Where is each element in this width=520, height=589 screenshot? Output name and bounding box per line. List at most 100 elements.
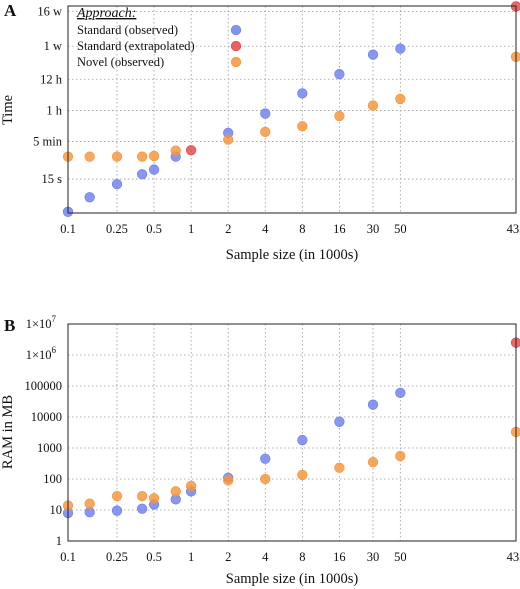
panel-a-point-novel-observed [170, 145, 181, 156]
panel-a-grid [67, 6, 517, 213]
panel-a-x-tick-label: 30 [367, 222, 380, 236]
panel-b-y-tick-label: 10 [50, 503, 63, 517]
panel-a-point-novel-observed [223, 134, 234, 145]
panel-b-x-tick-label: 0.5 [146, 550, 162, 564]
panel-a-x-ticks: 0.1 0.25 0.5 1 2 4 8 16 30 50 435 [60, 222, 520, 236]
panel-b-point-standard-observed [367, 399, 379, 410]
panel-a-time-chart: A 0.1 0.25 0.5 1 2 4 8 16 30 50 435 15 s 5 min 1 h 12… [0, 1, 520, 263]
panel-a-y-tick-label: 1 h [46, 103, 62, 117]
panel-a-point-standard-observed [334, 69, 345, 80]
panel-a-point-novel-observed [334, 110, 345, 122]
panel-b-point-novel-observed [260, 473, 271, 485]
panel-b-y-tick-label: 1×106 [26, 345, 57, 362]
panel-b-x-ticks: 0.1 0.25 0.5 1 2 4 8 16 30 50 435 [60, 550, 520, 564]
panel-a-x-tick-label: 4 [262, 222, 269, 236]
legend-label-novel-observed: Novel (observed) [77, 55, 164, 69]
panel-a-point-standard-observed [260, 108, 271, 119]
panel-b-point-novel-observed [395, 450, 406, 462]
legend-label-standard-observed: Standard (observed) [77, 23, 178, 37]
legend-label-standard-extrapolated: Standard (extrapolated) [77, 39, 195, 53]
panel-b-x-tick-label: 30 [367, 550, 380, 564]
panel-a-point-standard-observed [395, 43, 406, 54]
panel-b-x-tick-label: 435 [507, 550, 520, 564]
legend-marker-standard-extrapolated [230, 40, 242, 52]
panel-b-point-novel-observed [111, 490, 123, 502]
panel-b-y-tick-label: 100000 [25, 379, 63, 393]
panel-a-y-tick-label: 15 s [42, 172, 63, 186]
panel-a-x-tick-label: 1 [188, 222, 194, 236]
panel-a-letter: A [4, 1, 17, 20]
panel-b-x-tick-label: 1 [188, 550, 194, 564]
legend-title: Approach: [76, 6, 136, 21]
panel-b-point-novel-observed [136, 490, 148, 502]
panel-a-point-standard-observed [111, 179, 123, 190]
panel-b-point-standard-observed [260, 453, 271, 464]
panel-b-grid [67, 323, 517, 542]
panel-b-points [62, 337, 520, 519]
panel-a-y-tick-label: 12 h [40, 72, 63, 86]
panel-b-point-novel-observed [223, 475, 234, 486]
panel-a-x-axis-label: Sample size (in 1000s) [226, 247, 359, 263]
legend-marker-novel-observed [230, 56, 242, 68]
panel-b-point-novel-observed [148, 493, 160, 504]
panel-b-point-standard-observed [297, 434, 308, 446]
panel-b-plot-frame [67, 323, 517, 542]
panel-b-point-novel-observed [170, 486, 181, 497]
panel-b-point-novel-observed [185, 480, 197, 492]
panel-b-point-standard-observed [136, 503, 148, 514]
panel-b-point-novel-observed [367, 456, 379, 468]
panel-b-point-standard-observed [111, 505, 123, 516]
panel-a-point-standard-observed [136, 169, 148, 180]
panel-a-y-tick-label: 16 w [37, 4, 62, 18]
panel-b-y-tick-label: 1 [56, 534, 62, 548]
panel-b-y-tick-label: 1000 [37, 441, 62, 455]
panel-a-x-tick-label: 16 [333, 222, 346, 236]
panel-a-point-standard-observed [84, 192, 95, 203]
legend-marker-standard-observed [230, 24, 242, 36]
panel-a-x-tick-label: 0.25 [106, 222, 128, 236]
panel-a-x-tick-label: 2 [225, 222, 231, 236]
panel-b-y-tick-label: 10000 [31, 410, 62, 424]
panel-b-y-axis-label: RAM in MB [0, 395, 16, 469]
panel-b-x-tick-label: 0.1 [60, 550, 76, 564]
panel-a-y-tick-label: 1 w [44, 39, 62, 53]
panel-a-point-novel-observed [260, 126, 271, 138]
panel-a-point-standard-observed [367, 49, 379, 60]
panel-b-x-tick-label: 8 [299, 550, 305, 564]
panel-b-point-novel-observed [334, 462, 345, 473]
panel-a-point-standard-extrapolated [185, 145, 197, 156]
panel-b-x-tick-label: 16 [333, 550, 346, 564]
panel-b-y-ticks: 1 10 100 1000 10000 100000 1×106 1×107 [25, 314, 63, 548]
panel-b-x-tick-label: 50 [394, 550, 407, 564]
panel-b-x-tick-label: 0.25 [106, 550, 128, 564]
panel-b-point-novel-observed [84, 498, 95, 509]
panel-a-point-novel-observed [395, 93, 406, 105]
panel-a-y-ticks: 15 s 5 min 1 h 12 h 1 w 16 w [33, 4, 63, 186]
panel-a-x-tick-label: 50 [394, 222, 407, 236]
panel-a-plot-frame [67, 5, 517, 214]
panel-a-y-axis-label: Time [0, 95, 16, 125]
panel-a-point-novel-observed [111, 151, 123, 162]
panel-b-point-standard-observed [84, 507, 95, 518]
panel-b-letter: B [4, 316, 15, 335]
panel-a-point-novel-observed [136, 151, 148, 162]
panel-a-y-tick-label: 5 min [33, 135, 63, 149]
panel-a-x-tick-label: 0.1 [60, 222, 76, 236]
panel-a-legend: Approach: Standard (observed) Standard (… [76, 6, 242, 69]
panel-a-point-novel-observed [367, 100, 379, 111]
panel-b-y-tick-label: 100 [43, 472, 62, 486]
panel-b-x-tick-label: 4 [262, 550, 269, 564]
panel-b-y-tick-label: 1×107 [26, 314, 57, 331]
panel-a-x-tick-label: 0.5 [146, 222, 162, 236]
panel-b-point-standard-observed [395, 387, 406, 399]
panel-b-point-standard-observed [334, 416, 345, 427]
panel-a-point-novel-observed [148, 150, 160, 162]
panel-a-point-standard-observed [148, 164, 160, 175]
panel-b-ram-chart: B 0.1 0.25 0.5 1 2 4 8 16 30 50 435 1 10 100 1000 1000… [0, 314, 520, 587]
panel-b-point-novel-observed [297, 469, 308, 481]
panel-a-x-tick-label: 8 [299, 222, 305, 236]
panel-a-point-standard-observed [297, 88, 308, 99]
panel-a-point-novel-observed [297, 121, 308, 132]
panel-b-x-axis-label: Sample size (in 1000s) [226, 571, 359, 587]
